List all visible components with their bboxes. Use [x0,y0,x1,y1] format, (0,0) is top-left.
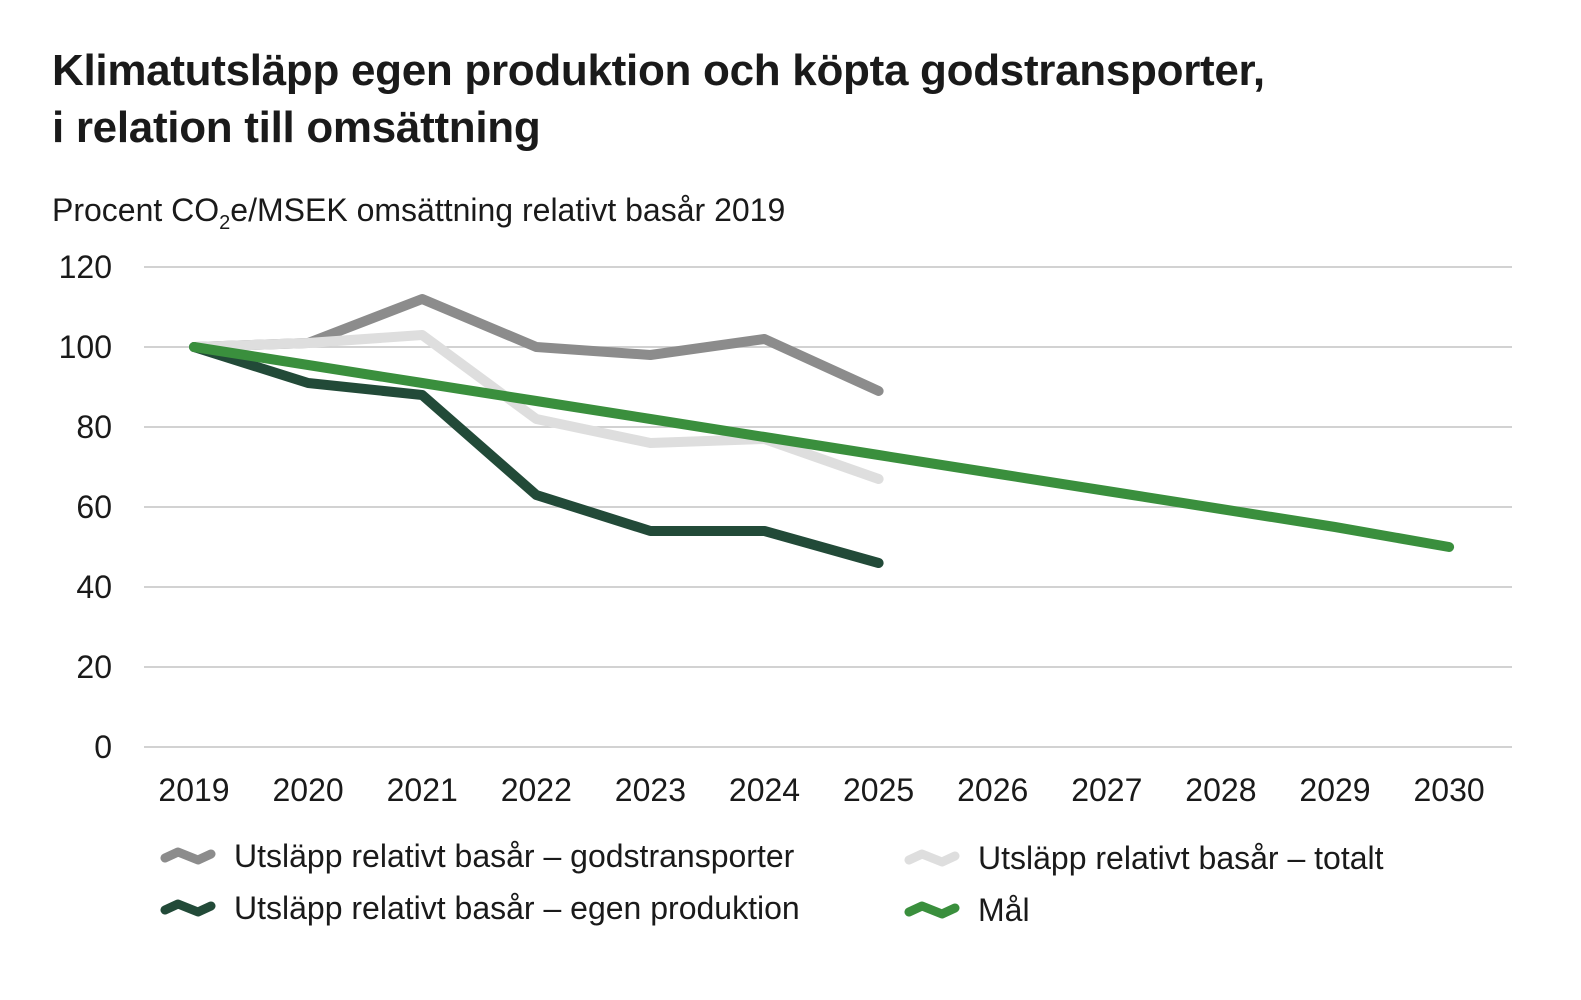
chart-title-line-1: Klimatutsläpp egen produktion och köpta … [52,46,1265,95]
legend-item-totalt: Utsläpp relativt basår – totalt [904,838,1384,878]
y-tick-label-40: 40 [76,569,112,605]
series-line-egen-produktion [189,342,884,568]
x-tick-label-2029: 2029 [1299,772,1370,808]
y-tick-label-20: 20 [76,649,112,685]
legend-label-egen-produktion: Utsläpp relativt basår – egen produktion [234,890,800,926]
x-tick-label-2020: 2020 [273,772,344,808]
y-tick-label-80: 80 [76,409,112,445]
legend: Utsläpp relativt basår – godstransporter… [160,834,1460,944]
legend-swatch-egen-produktion [160,899,216,917]
x-tick-label-2030: 2030 [1414,772,1485,808]
x-tick-label-2026: 2026 [957,772,1028,808]
subtitle-suffix: e/MSEK omsättning relativt basår 2019 [230,192,786,228]
series-line-totalt [189,330,884,484]
legend-item-godstransporter: Utsläpp relativt basår – godstransporter [160,836,794,876]
x-tick-label-2023: 2023 [615,772,686,808]
legend-label-totalt: Utsläpp relativt basår – totalt [978,840,1384,876]
x-tick-label-2019: 2019 [158,772,229,808]
y-tick-label-120: 120 [59,249,112,285]
legend-swatch-mal [904,901,960,919]
y-tick-label-0: 0 [94,729,112,765]
legend-label-godstransporter: Utsläpp relativt basår – godstransporter [234,838,795,874]
chart-title: Klimatutsläpp egen produktion och köpta … [52,42,1452,156]
legend-item-mal: Mål [904,890,1030,930]
x-tick-label-2024: 2024 [729,772,800,808]
series-lines [189,294,1455,568]
legend-swatch-godstransporter [160,847,216,865]
subtitle-prefix: Procent CO [52,192,220,228]
x-tick-label-2022: 2022 [501,772,572,808]
chart-subtitle: Procent CO2e/MSEK omsättning relativt ba… [52,190,786,233]
gridlines [144,266,1512,748]
y-tick-label-60: 60 [76,489,112,525]
x-tick-label-2021: 2021 [387,772,458,808]
x-axis-ticks: 2019 2020 2021 2022 2023 2024 2025 2026 2027 2028… [158,772,1484,808]
subtitle-subscript: 2 [219,212,231,234]
x-tick-label-2028: 2028 [1185,772,1256,808]
x-tick-label-2025: 2025 [843,772,914,808]
chart-title-line-2: i relation till omsättning [52,103,541,152]
legend-swatch-totalt [904,849,960,867]
y-tick-label-100: 100 [59,329,112,365]
legend-item-egen-produktion: Utsläpp relativt basår – egen produktion [160,888,800,928]
series-line-mal [189,342,1455,552]
y-axis-ticks: 0 20 40 60 80 100 120 [59,249,112,765]
legend-label-mal: Mål [978,892,1030,928]
x-tick-label-2027: 2027 [1071,772,1142,808]
